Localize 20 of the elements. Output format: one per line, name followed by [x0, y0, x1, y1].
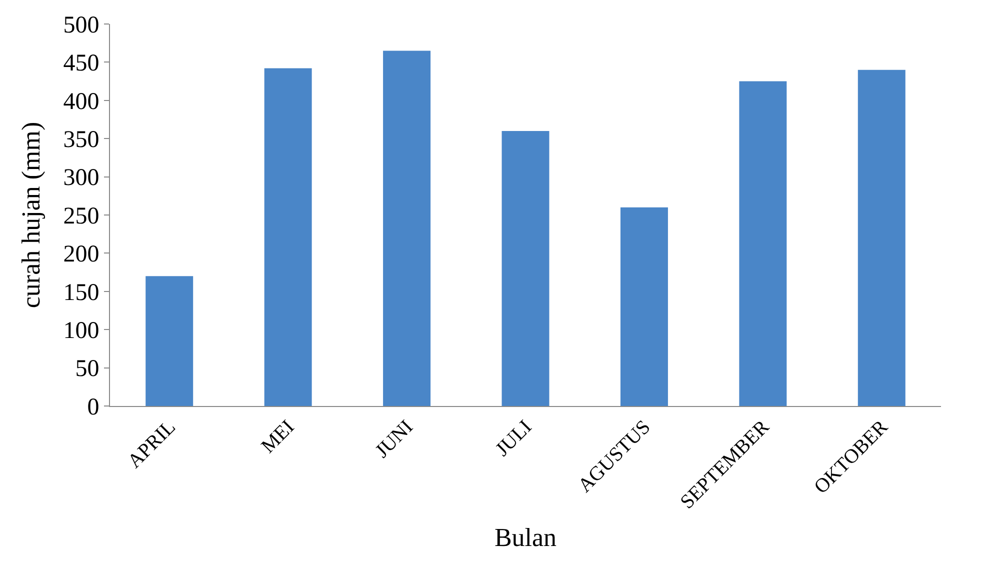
y-tick-label: 450	[63, 50, 100, 77]
x-axis-title: Bulan	[494, 523, 557, 552]
bar	[620, 207, 668, 406]
bar	[502, 130, 550, 406]
y-tick-label: 100	[63, 318, 100, 344]
y-tick-label: 150	[63, 280, 100, 306]
y-tick-label: 500	[63, 12, 100, 38]
y-tick-label: 200	[63, 242, 100, 268]
y-tick-label: 350	[63, 127, 100, 153]
bar	[264, 68, 312, 406]
y-tick-label: 300	[63, 165, 100, 192]
bar	[146, 276, 194, 406]
y-tick-label: 400	[63, 88, 100, 115]
y-axis-title: curah hujan (mm)	[16, 122, 46, 308]
bar	[739, 81, 787, 406]
bar	[383, 50, 431, 406]
y-tick-label: 0	[87, 394, 100, 420]
y-tick-label: 250	[63, 203, 100, 230]
y-tick-label: 50	[75, 356, 100, 382]
bar	[858, 70, 906, 406]
